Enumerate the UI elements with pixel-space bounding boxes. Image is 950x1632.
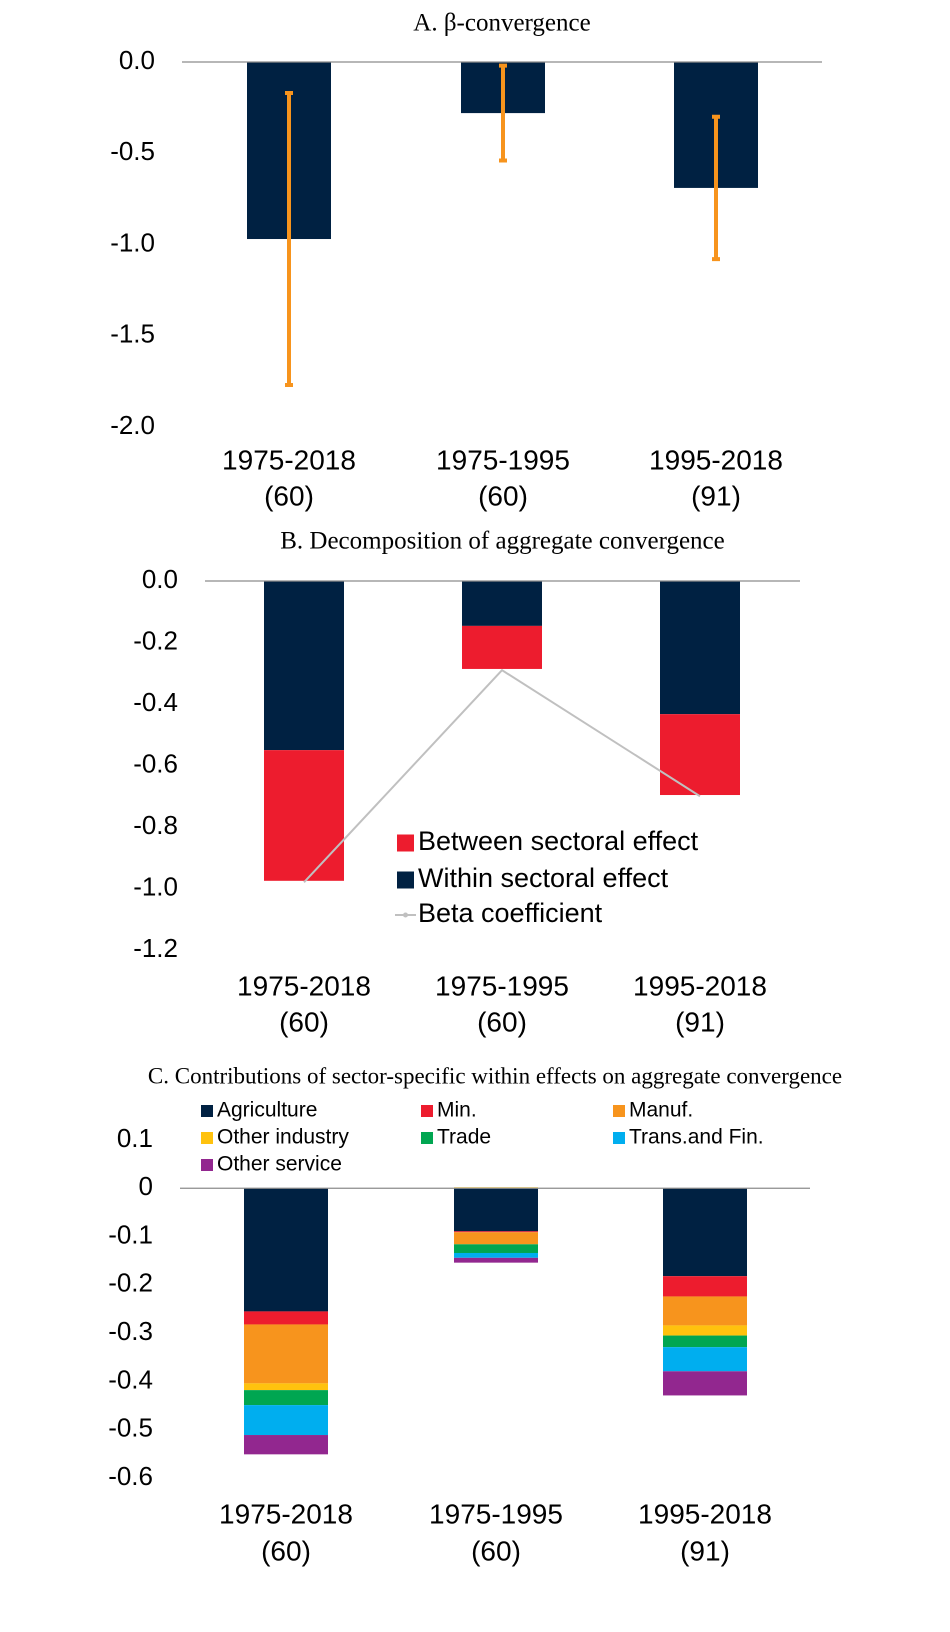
y-tick-label: -0.1 — [108, 1219, 153, 1249]
legend-swatch — [613, 1105, 625, 1117]
x-tick-label: 1995-2018 — [633, 970, 767, 1001]
x-tick-label: 1975-1995 — [435, 970, 569, 1001]
y-tick-label: -0.3 — [108, 1316, 153, 1346]
legend-label: Manuf. — [629, 1099, 693, 1122]
bar-segment — [462, 581, 542, 626]
x-tick-label: (60) — [279, 1006, 329, 1037]
chart-title: A. β-convergence — [413, 10, 590, 37]
bar-segment — [663, 1371, 747, 1396]
legend-marker — [403, 912, 408, 918]
legend-swatch — [201, 1132, 213, 1144]
legend-label: Other service — [217, 1153, 342, 1176]
legend-label: Min. — [437, 1099, 477, 1122]
bar-segment — [454, 1252, 538, 1258]
bar-segment — [244, 1405, 328, 1436]
bar-segment — [663, 1347, 747, 1372]
y-tick-label: -1.5 — [110, 319, 155, 349]
bar-segment — [454, 1257, 538, 1263]
bar-segment — [264, 581, 344, 751]
legend-swatch — [201, 1159, 213, 1171]
y-tick-label: -0.6 — [133, 748, 178, 778]
x-tick-label: (60) — [477, 1006, 527, 1037]
legend-label: Other industry — [217, 1126, 349, 1149]
x-tick-label: 1975-2018 — [237, 970, 371, 1001]
x-tick-label: (91) — [691, 480, 741, 511]
bar-segment — [663, 1188, 747, 1277]
x-tick-label: (91) — [675, 1006, 725, 1037]
x-tick-label: 1995-2018 — [638, 1498, 772, 1529]
x-tick-label: 1975-1995 — [436, 444, 570, 475]
bar-segment — [244, 1390, 328, 1406]
legend-swatch — [397, 834, 414, 852]
chart-title: C. Contributions of sector-specific with… — [148, 1063, 842, 1088]
bar-segment — [244, 1311, 328, 1325]
y-tick-label: -0.2 — [133, 625, 178, 655]
y-tick-label: -0.8 — [133, 810, 178, 840]
legend-label: Between sectoral effect — [418, 826, 699, 856]
x-tick-label: (91) — [680, 1535, 730, 1566]
bar-segment — [454, 1188, 538, 1232]
error-bar — [499, 63, 507, 163]
y-tick-label: -0.4 — [108, 1364, 153, 1394]
legend-swatch — [201, 1105, 213, 1117]
line — [303, 668, 701, 884]
bar-segment — [244, 1188, 328, 1312]
bar-segment — [264, 750, 344, 881]
chart-title: B. Decomposition of aggregate convergenc… — [280, 528, 725, 555]
legend-label: Trade — [437, 1126, 491, 1149]
y-tick-label: -2.0 — [110, 410, 155, 440]
y-tick-label: -0.2 — [108, 1268, 153, 1298]
bar-segment — [660, 714, 740, 796]
y-tick-label: -0.5 — [108, 1413, 153, 1443]
bar-segment — [663, 1325, 747, 1336]
x-tick-label: (60) — [264, 480, 314, 511]
legend-label: Trans.and Fin. — [629, 1126, 764, 1149]
legend-swatch — [421, 1132, 433, 1144]
bar-segment — [454, 1244, 538, 1253]
y-tick-label: -0.5 — [110, 136, 155, 166]
bar-segment — [454, 1232, 538, 1245]
legend-label: Within sectoral effect — [418, 863, 669, 893]
y-tick-label: -1.0 — [133, 871, 178, 901]
y-tick-label: 0.1 — [117, 1123, 153, 1153]
x-tick-label: 1975-2018 — [219, 1498, 353, 1529]
x-tick-label: (60) — [471, 1535, 521, 1566]
legend-swatch — [613, 1132, 625, 1144]
legend-label: Agriculture — [217, 1099, 317, 1122]
y-tick-label: 0.0 — [142, 564, 178, 594]
error-bar — [285, 91, 293, 388]
bar-segment — [244, 1383, 328, 1391]
y-tick-label: -0.4 — [133, 687, 178, 717]
y-tick-label: -1.0 — [110, 227, 155, 257]
legend-swatch — [397, 871, 414, 889]
y-tick-label: -1.2 — [133, 933, 178, 963]
bar-segment — [244, 1435, 328, 1455]
bar-segment — [663, 1335, 747, 1348]
error-bar — [712, 114, 720, 262]
x-tick-label: (60) — [478, 480, 528, 511]
x-tick-label: 1995-2018 — [649, 444, 783, 475]
bar-segment — [462, 625, 542, 669]
x-tick-label: 1975-2018 — [222, 444, 356, 475]
bar-segment — [663, 1296, 747, 1326]
bar-segment — [660, 581, 740, 715]
legend-swatch — [421, 1105, 433, 1117]
bar-segment — [663, 1276, 747, 1297]
y-tick-label: 0 — [139, 1171, 153, 1201]
y-tick-label: -0.6 — [108, 1461, 153, 1491]
legend-label: Beta coefficient — [418, 898, 603, 928]
x-tick-label: (60) — [261, 1535, 311, 1566]
y-tick-label: 0.0 — [119, 45, 155, 75]
x-tick-label: 1975-1995 — [429, 1498, 563, 1529]
bar-segment — [454, 1231, 538, 1233]
bar-segment — [244, 1324, 328, 1384]
